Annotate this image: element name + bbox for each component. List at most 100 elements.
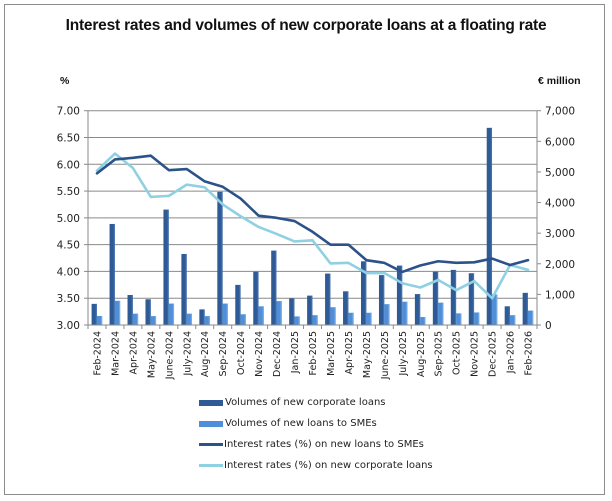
- bar-highlight: [436, 271, 439, 325]
- legend-label: Interest rates (%) on new corporate loan…: [224, 460, 433, 471]
- bar-corporate-volume: [109, 223, 115, 325]
- bar-highlight: [226, 303, 228, 325]
- bar-highlight: [311, 295, 313, 325]
- left-axis-tick-label: 6.50: [57, 132, 80, 144]
- bar-highlight: [257, 271, 259, 325]
- legend-label: Volumes of new corporate loans: [225, 397, 386, 408]
- legend-label: Volumes of new loans to SMEs: [225, 418, 377, 429]
- bar-sme-volume: [492, 294, 498, 325]
- legend-item-corporate-rates: Interest rates (%) on new corporate loan…: [199, 455, 433, 476]
- x-axis-tick-label: Sep-2025: [434, 331, 445, 377]
- bar-highlight: [262, 306, 264, 325]
- bar-highlight: [293, 298, 295, 325]
- bar-sme-volume: [150, 316, 157, 325]
- bar-highlight: [329, 273, 331, 325]
- gridlines: [88, 110, 537, 299]
- bar-corporate-volume: [145, 299, 151, 325]
- legend-item-sme-volumes: Volumes of new loans to SMEs: [199, 413, 433, 434]
- legend-swatch-sme-rates: [199, 443, 223, 446]
- bar-highlight: [208, 316, 210, 325]
- left-axis-tick-label: 3.00: [57, 320, 80, 332]
- bar-marks: [91, 127, 534, 326]
- x-axis-tick-label: July-2025: [398, 331, 409, 377]
- bar-highlight: [239, 284, 241, 325]
- bar-corporate-volume: [127, 294, 133, 325]
- bar-sme-volume: [348, 312, 354, 325]
- bar-corporate-volume: [396, 265, 403, 325]
- legend-item-corporate-volumes: Volumes of new corporate loans: [199, 392, 433, 413]
- legend-swatch-sme-volumes: [199, 420, 223, 427]
- bar-highlight: [280, 301, 282, 325]
- bar-sme-volume: [456, 313, 462, 325]
- right-axis-tick-label: 4,000: [545, 198, 575, 210]
- x-axis-tick-label: Feb-2026: [524, 331, 535, 375]
- legend-item-sme-rates: Interest rates (%) on new loans to SMEs: [199, 434, 433, 455]
- bar-corporate-volume: [181, 253, 187, 325]
- bar-sme-volume: [132, 313, 139, 325]
- bar-highlight: [532, 310, 534, 325]
- left-axis-tick-label: 5.00: [57, 213, 80, 225]
- bar-highlight: [508, 306, 510, 325]
- bar-highlight: [136, 313, 139, 325]
- bar-highlight: [221, 191, 223, 325]
- x-axis-tick-label: Oct-2024: [236, 331, 247, 375]
- legend-swatch-corporate-rates: [199, 464, 223, 467]
- bar-highlight: [388, 304, 390, 325]
- bar-highlight: [185, 253, 187, 325]
- left-axis-tick-label: 6.00: [57, 159, 80, 171]
- bar-highlight: [172, 303, 175, 325]
- left-axis-tick-label: 7.00: [57, 106, 80, 118]
- bar-sme-volume: [258, 306, 264, 325]
- bar-sme-volume: [186, 313, 192, 325]
- bar-sme-volume: [312, 315, 318, 325]
- x-axis-tick-label: Apr-2025: [344, 331, 355, 374]
- x-axis-tick-label: Nov-2025: [470, 331, 481, 377]
- bar-corporate-volume: [253, 271, 259, 325]
- x-axis-tick-label: Feb-2025: [308, 331, 319, 375]
- bar-corporate-volume: [91, 303, 97, 325]
- bar-corporate-volume: [486, 127, 493, 326]
- right-axis-tick-labels: 7,000 6,000 5,000 4,000 3,000 2,000 1,000 0: [545, 106, 575, 332]
- bar-corporate-volume: [235, 284, 241, 325]
- bar-corporate-volume: [271, 250, 277, 325]
- bar-highlight: [131, 294, 133, 325]
- bar-corporate-volume: [343, 291, 349, 325]
- bar-highlight: [454, 269, 457, 325]
- bar-sme-volume: [402, 301, 408, 325]
- bar-sme-volume: [420, 317, 426, 325]
- bar-sme-volume: [366, 312, 372, 325]
- bar-sme-volume: [276, 301, 282, 325]
- bar-corporate-volume: [199, 309, 205, 325]
- left-axis-tick-label: 4.00: [57, 266, 80, 278]
- x-axis-tick-label: June-2024: [164, 331, 175, 380]
- line-corporate-interest-rate: [95, 152, 530, 300]
- x-axis-tick-label: May-2025: [362, 331, 373, 378]
- x-axis-tick-label: Oct-2025: [452, 331, 463, 375]
- x-axis-tick-label: Nov-2024: [254, 331, 265, 377]
- bar-corporate-volume: [468, 273, 475, 325]
- left-axis-unit-label: %: [60, 75, 70, 87]
- axes: [84, 110, 541, 329]
- bar-sme-volume: [438, 302, 444, 325]
- x-axis-tick-label: Apr-2024: [128, 331, 139, 374]
- left-axis-tick-label: 3.50: [57, 293, 80, 305]
- line-marks: [95, 152, 530, 300]
- bar-highlight: [424, 317, 426, 325]
- bar-corporate-volume: [307, 295, 313, 325]
- x-axis-tick-label: Mar-2025: [326, 331, 337, 376]
- right-axis-tick-label: 0: [545, 320, 552, 332]
- bar-corporate-volume: [289, 298, 295, 325]
- bar-highlight: [514, 315, 516, 325]
- bar-highlight: [275, 250, 277, 325]
- bar-highlight: [316, 315, 318, 325]
- x-axis-tick-label: Dec-2024: [272, 331, 283, 377]
- x-axis-tick-label: Aug-2025: [416, 331, 427, 377]
- bar-highlight: [365, 261, 367, 325]
- bar-highlight: [203, 309, 205, 325]
- bar-corporate-volume: [378, 275, 385, 325]
- line-sme-interest-rate: [95, 154, 530, 274]
- bar-sme-volume: [527, 310, 534, 325]
- bar-highlight: [298, 316, 300, 325]
- bar-highlight: [113, 223, 115, 325]
